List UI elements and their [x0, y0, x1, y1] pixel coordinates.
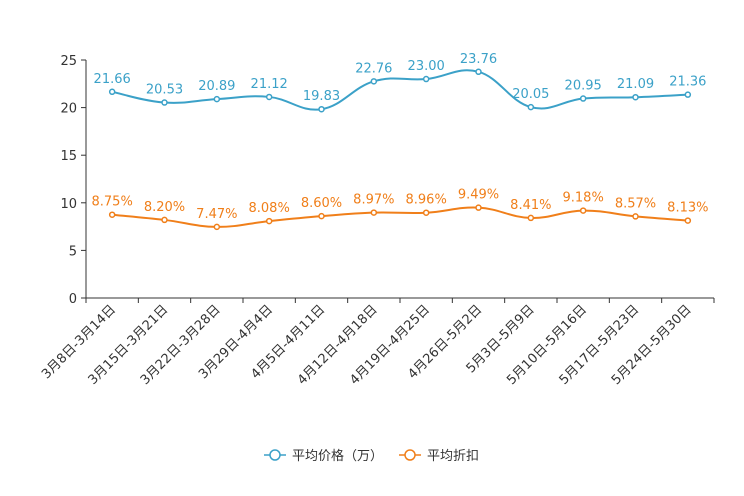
data-point[interactable] [370, 209, 378, 216]
series-1: 8.75% 8.20% 7.47% 8.08% 8.60% 8.97% 8.96% 9.49%… [92, 188, 708, 231]
data-point[interactable] [161, 216, 168, 224]
data-label: 21.36 [669, 75, 706, 90]
data-label: 20.05 [512, 87, 549, 102]
data-point[interactable] [161, 99, 168, 106]
series-0: 21.66 20.53 20.89 21.12 19.83 22.76 23.00 23.76… [94, 52, 706, 113]
data-point[interactable] [684, 217, 692, 224]
data-label: 8.60% [301, 196, 342, 211]
data-point[interactable] [422, 209, 430, 216]
data-label: 21.12 [251, 77, 288, 92]
data-label: 9.49% [458, 188, 499, 203]
data-label: 21.66 [94, 72, 131, 87]
data-point[interactable] [579, 207, 587, 214]
series-layer: 21.66 20.53 20.89 21.12 19.83 22.76 23.00 23.76… [92, 52, 708, 231]
data-label: 7.47% [196, 207, 237, 222]
data-label: 20.89 [198, 79, 235, 94]
data-label: 8.41% [510, 198, 551, 213]
data-point[interactable] [265, 93, 273, 101]
data-label: 8.20% [144, 200, 185, 215]
y-tick-label: 0 [69, 292, 77, 307]
data-point[interactable] [213, 223, 221, 231]
series-line [112, 206, 688, 228]
legend-label: 平均折扣 [427, 449, 479, 464]
data-label: 8.96% [406, 193, 447, 208]
data-point[interactable] [632, 93, 639, 101]
data-label: 20.95 [565, 79, 602, 94]
data-label: 19.83 [303, 89, 340, 104]
data-point[interactable] [108, 88, 116, 96]
axes: 05101520253月8日-3月14日3月15日-3月21日3月22日-3月2… [39, 54, 715, 388]
data-point[interactable] [265, 217, 273, 225]
legend: 平均价格（万） 平均折扣 [264, 448, 479, 464]
y-tick-label: 10 [60, 197, 77, 212]
data-label: 8.97% [353, 193, 394, 208]
data-point[interactable] [527, 214, 535, 222]
data-point[interactable] [422, 75, 430, 83]
y-tick-label: 15 [60, 149, 77, 164]
data-point[interactable] [475, 68, 482, 76]
y-tick-label: 5 [69, 244, 77, 259]
legend-item-1[interactable]: 平均折扣 [399, 449, 479, 464]
data-point[interactable] [213, 95, 221, 103]
data-label: 9.18% [563, 191, 604, 206]
data-label: 23.76 [460, 52, 497, 67]
data-label: 8.57% [615, 196, 656, 211]
legend-marker-icon [269, 449, 281, 461]
legend-label: 平均价格（万） [292, 448, 383, 464]
legend-marker-icon [404, 449, 416, 461]
data-label: 22.76 [355, 61, 392, 76]
data-point[interactable] [527, 103, 535, 111]
y-tick-label: 20 [60, 102, 77, 117]
y-tick-label: 25 [60, 54, 77, 69]
data-point[interactable] [318, 212, 325, 220]
data-point[interactable] [684, 91, 692, 98]
data-label: 23.00 [408, 59, 445, 74]
data-point[interactable] [632, 213, 639, 220]
data-label: 8.75% [92, 195, 133, 210]
data-label: 8.08% [249, 201, 290, 216]
data-point[interactable] [108, 211, 116, 218]
data-label: 20.53 [146, 83, 183, 98]
data-point[interactable] [475, 204, 482, 211]
legend-item-0[interactable]: 平均价格（万） [264, 448, 383, 464]
data-point[interactable] [579, 95, 587, 102]
data-point[interactable] [318, 105, 325, 113]
data-label: 21.09 [617, 77, 654, 92]
data-point[interactable] [370, 78, 378, 85]
data-label: 8.13% [667, 201, 708, 216]
